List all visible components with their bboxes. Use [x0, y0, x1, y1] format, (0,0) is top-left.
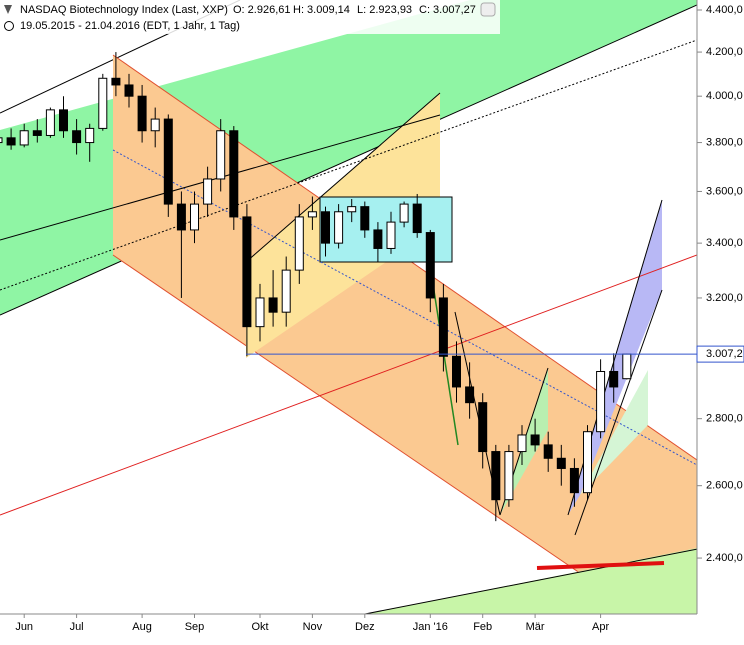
candle-body — [268, 297, 278, 313]
candle-body — [609, 370, 619, 388]
y-tick-label: 3.200,0 — [706, 292, 743, 304]
instrument-title: NASDAQ Biotechnology Index (Last, XXP) — [20, 4, 228, 16]
trend-line — [364, 548, 697, 614]
candle-body — [321, 211, 330, 244]
y-tick-label: 4.200,0 — [706, 46, 743, 58]
candle-body — [438, 297, 448, 357]
candle-body — [72, 130, 82, 144]
y-tick-label: 4.400,0 — [706, 4, 743, 16]
candle-body — [569, 467, 579, 494]
candle-body — [334, 211, 344, 244]
candle-body — [543, 444, 553, 459]
candle-body — [504, 451, 514, 501]
y-tick-label: 2.400,0 — [706, 552, 743, 564]
x-tick-label: Aug — [132, 621, 152, 633]
y-tick-label: 4.000,0 — [706, 90, 743, 102]
date-range: 19.05.2015 - 21.04.2016 (EDT, 1 Jahr, 1 … — [20, 20, 240, 32]
candle-body — [399, 203, 409, 223]
drawings — [0, 0, 697, 614]
x-tick-label: Feb — [473, 621, 492, 633]
x-tick-label: Apr — [592, 621, 609, 633]
x-tick-label: Jun — [15, 621, 33, 633]
candle-body — [255, 297, 265, 328]
x-tick-label: Mär — [526, 621, 545, 633]
candles — [0, 52, 632, 522]
candle-body — [98, 77, 108, 129]
orange-channel — [113, 55, 697, 614]
candle-body — [203, 178, 213, 205]
ohlc-close: C: 3.007,27 — [419, 4, 476, 16]
candle-body — [583, 431, 592, 494]
x-tick-label: Jul — [70, 621, 84, 633]
candle-body — [137, 95, 147, 132]
x-tick-label: Jan '16 — [413, 621, 448, 633]
candle-body — [281, 269, 291, 313]
candle-body — [242, 216, 252, 328]
candle-body — [491, 451, 501, 501]
candle-body — [373, 229, 383, 249]
y-tick-label: 3.400,0 — [706, 237, 743, 249]
candle-body — [0, 137, 3, 144]
y-tick-label: 3.600,0 — [706, 185, 743, 197]
candle-body — [124, 84, 134, 97]
candle-body — [478, 402, 488, 453]
candle-body — [6, 137, 16, 146]
ohlc-low: L: 2.923,93 — [357, 4, 412, 16]
candle-body — [111, 77, 121, 86]
green-triangle — [580, 370, 648, 495]
x-tick-label: Sep — [185, 621, 205, 633]
candle-body — [425, 232, 435, 299]
current-price-label: 3.007,2 — [706, 348, 743, 360]
candle-body — [622, 353, 632, 380]
channel-line — [112, 254, 641, 614]
candle-body — [19, 130, 29, 146]
candle-body — [294, 216, 304, 271]
candle-body — [163, 118, 173, 205]
candle-body — [465, 386, 475, 404]
header-bg — [0, 0, 500, 34]
candle-body — [596, 370, 606, 433]
candle-body — [517, 434, 527, 453]
ohlc-open: O: 2.926,61 — [233, 4, 291, 16]
candle-body — [176, 203, 186, 231]
candle-body — [347, 206, 357, 213]
y-tick-label: 3.800,0 — [706, 136, 743, 148]
candle-body — [32, 130, 42, 136]
candle-body — [307, 211, 317, 218]
trend-line — [0, 4, 697, 316]
current-price-box — [696, 345, 744, 363]
candle-body — [556, 457, 566, 469]
candle-body — [59, 109, 68, 132]
x-tick-label: Okt — [251, 621, 268, 633]
candle-body — [530, 434, 540, 446]
wedge-line — [245, 92, 441, 263]
y-tick-label: 2.600,0 — [706, 480, 743, 492]
candle-body — [386, 221, 396, 249]
ohlc-high: H: 3.009,14 — [293, 4, 350, 16]
candle-body — [85, 127, 95, 144]
candle-body — [412, 203, 422, 234]
wedge-line — [574, 289, 663, 536]
candle-body — [150, 118, 160, 132]
candle-body — [45, 109, 55, 136]
x-tick-label: Nov — [303, 621, 323, 633]
y-tick-label: 2.800,0 — [706, 413, 743, 425]
red-support — [536, 561, 665, 570]
candle-body — [216, 130, 226, 180]
header-icon — [4, 5, 12, 14]
candle-body — [360, 206, 370, 231]
candle-body — [452, 355, 461, 388]
candle-body — [190, 203, 199, 231]
red-line — [0, 254, 697, 516]
settings-button[interactable] — [480, 2, 496, 17]
x-tick-label: Dez — [355, 621, 375, 633]
dotted-line — [0, 39, 697, 291]
candle-body — [229, 130, 239, 218]
clock-icon — [4, 21, 14, 31]
